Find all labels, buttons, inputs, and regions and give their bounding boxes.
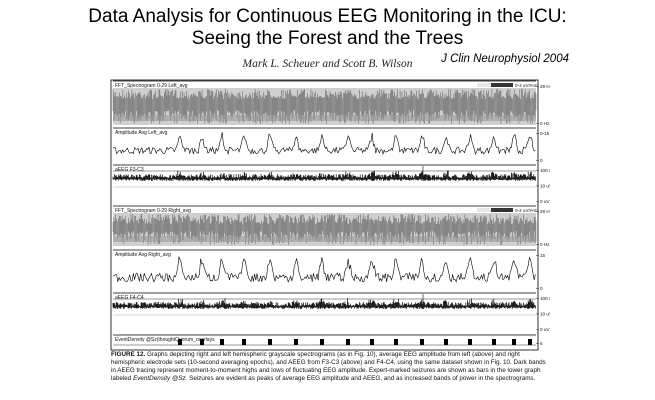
spectrogram-low-band	[113, 115, 536, 121]
seizure-bar	[468, 339, 472, 345]
caption-text: Graphs depicting right and left hemisphe…	[111, 351, 546, 382]
axis-tick-label: 0 Hz	[540, 121, 550, 126]
amplitude-trace	[112, 132, 536, 156]
caption-segment: ) and right hemispheric electrode sets (…	[111, 351, 520, 367]
aeeg-band	[112, 298, 536, 309]
seizure-bar	[492, 339, 496, 345]
axis-tick-label: 100 uV	[540, 296, 550, 301]
spectrogram-colorbar-light	[477, 83, 491, 87]
caption-segment: Graphs depicting right and left hemisphe…	[147, 351, 475, 358]
panel-label: FFT_Spectrogram 0-29 Left_avg	[115, 83, 188, 89]
panel-label: aEEG F4-C4	[115, 295, 144, 301]
axis-tick-label: 10 uV	[540, 184, 550, 189]
spectrogram-colorbar-light	[477, 208, 491, 212]
axis-tick-label: 29 Hz	[540, 209, 550, 214]
seizure-bar	[268, 339, 272, 345]
journal-citation: J Clin Neurophysiol 2004	[441, 53, 569, 65]
axis-tick-label: 0	[540, 286, 543, 291]
panel-label: Amplitude Avg Right_avg	[115, 252, 171, 258]
seizure-bar	[370, 339, 374, 345]
spectrogram-colorbar	[477, 208, 513, 212]
seizure-bar	[294, 339, 298, 345]
axis-tick-label: 0-15	[540, 131, 550, 136]
axis-tick-label: 15	[540, 253, 546, 258]
seizure-bar	[178, 339, 182, 345]
caption-segment: EventDensity @Sz.	[133, 375, 188, 383]
panel-label: EventDensity @Sz(thoughtQuorum_overlays	[115, 337, 215, 343]
axis-tick-label: 10 uV	[540, 312, 550, 317]
eeg-trend-figure: 0-4 uV/rHz FFT_Spectrogram 0-29 Left_avg 2…	[110, 79, 550, 351]
spectrogram-colorbar	[477, 83, 513, 87]
seizure-bar	[200, 339, 204, 345]
panel-label: aEEG F3-C3	[115, 167, 144, 173]
spectrogram-low-band	[113, 236, 536, 242]
seizure-bar	[220, 339, 224, 345]
axis-tick-label: 6	[540, 341, 543, 346]
seizure-bar	[528, 339, 532, 345]
seizure-bar	[444, 339, 448, 345]
seizure-bar	[320, 339, 324, 345]
figure-caption: FIGURE 12. Graphs depicting right and le…	[111, 351, 551, 383]
seizure-bar	[512, 339, 516, 345]
figure-frame	[110, 79, 539, 351]
seizure-bar	[394, 339, 398, 345]
axis-tick-label: 0 Hz	[540, 242, 550, 247]
colorbar-label: 0-4 uV/rHz	[515, 83, 538, 88]
seizure-bar	[346, 339, 350, 345]
seizure-bar	[242, 339, 246, 345]
slide-title-line-1: Data Analysis for Continuous EEG Monitor…	[88, 6, 567, 27]
seizure-bar	[420, 339, 424, 345]
caption-segment: ) and F4-C4, using the same dataset show…	[111, 359, 546, 383]
caption-segment: above	[343, 359, 361, 367]
axis-tick-label: 100 uV	[540, 168, 550, 173]
axis-tick-label: 0	[540, 158, 543, 163]
spectrogram-texture	[112, 214, 537, 245]
caption-segment: above	[474, 351, 492, 358]
caption-segment: Seizures are evident as peaks of average…	[187, 375, 536, 383]
axis-tick-label: 0 uV	[540, 327, 550, 332]
slide-title-line-2: Seeing the Forest and the Trees	[191, 28, 464, 49]
eeg-trend-graphic: 0-4 uV/rHz FFT_Spectrogram 0-29 Left_avg 2…	[110, 79, 550, 351]
caption-label: FIGURE 12.	[111, 351, 146, 358]
panel-label: Amplitude Avg Left_avg	[115, 130, 168, 136]
spectrogram-texture	[112, 89, 537, 124]
colorbar-label: 0-4 uV/rHz	[515, 208, 538, 213]
panel-label: FFT_Spectrogram 0-29 Right_avg	[115, 208, 191, 214]
aeeg-band	[112, 170, 536, 181]
author-names: Mark L. Scheuer and Scott B. Wilson	[242, 58, 413, 70]
axis-tick-label: 29 Hz	[540, 84, 550, 89]
axis-tick-label: 0 uV	[540, 199, 550, 204]
amplitude-trace	[112, 255, 536, 283]
